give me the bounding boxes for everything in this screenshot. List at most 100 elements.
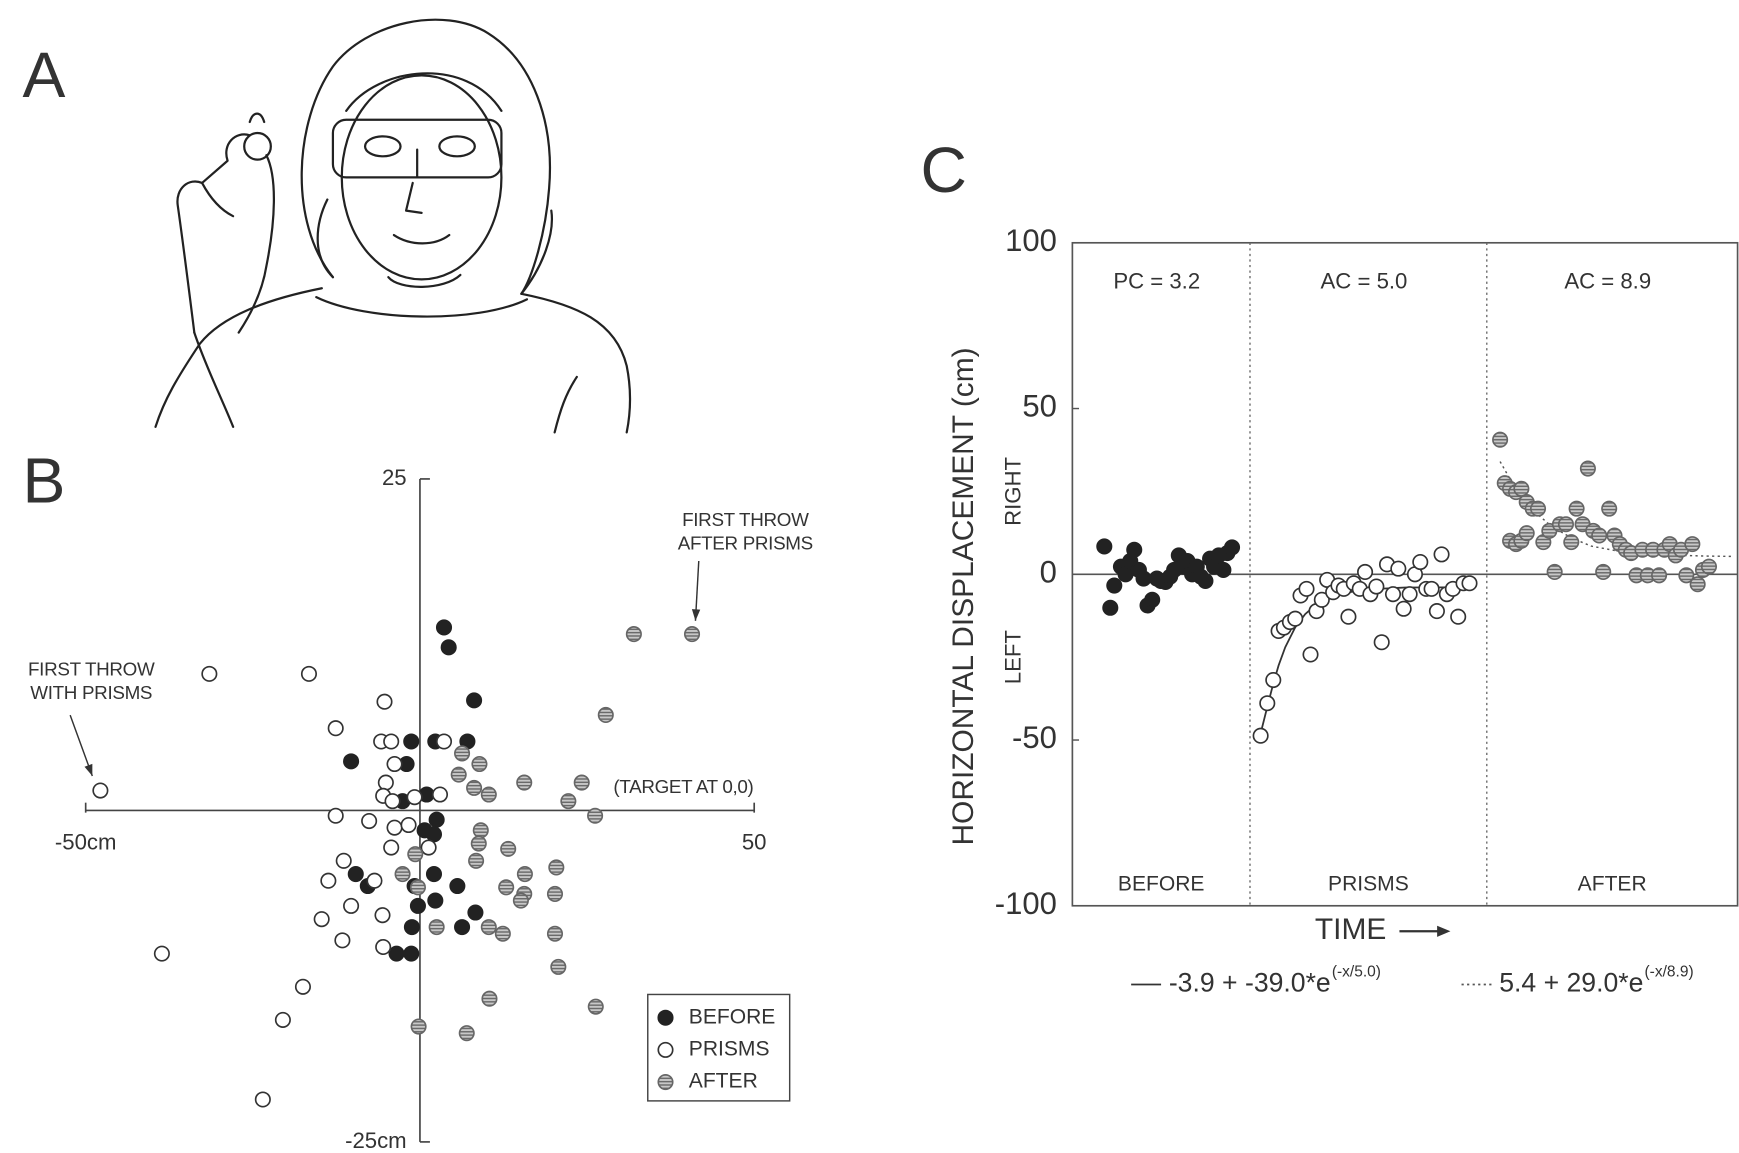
legend-label: -3.9 + -39.0*e bbox=[1169, 968, 1331, 998]
data-point bbox=[516, 774, 533, 791]
data-point bbox=[313, 911, 330, 928]
data-point bbox=[388, 945, 405, 962]
data-point bbox=[427, 892, 444, 909]
data-point bbox=[376, 693, 393, 710]
data-point bbox=[454, 745, 471, 762]
data-point bbox=[383, 733, 400, 750]
data-point bbox=[1428, 603, 1445, 620]
data-point bbox=[409, 879, 426, 896]
section-note: PC = 3.2 bbox=[1113, 269, 1200, 294]
data-point bbox=[1197, 572, 1214, 589]
section-note: AC = 5.0 bbox=[1321, 269, 1408, 294]
y-tick-label: 100 bbox=[1005, 223, 1057, 258]
data-point bbox=[347, 866, 364, 883]
annotation: WITH PRISMS bbox=[30, 682, 152, 703]
direction-label: RIGHT bbox=[1001, 456, 1026, 525]
data-point bbox=[449, 877, 466, 895]
data-point bbox=[597, 706, 614, 723]
data-point bbox=[1401, 586, 1418, 603]
x-axis-label: TIME bbox=[1315, 913, 1386, 946]
panel-label: B bbox=[22, 445, 65, 517]
data-point bbox=[512, 892, 529, 909]
legend-exponent: (-x/5.0) bbox=[1332, 963, 1381, 980]
data-point bbox=[274, 1011, 291, 1028]
data-point bbox=[386, 819, 403, 836]
data-point bbox=[384, 793, 401, 810]
data-point bbox=[500, 840, 517, 857]
data-point bbox=[403, 945, 420, 962]
data-point bbox=[425, 826, 443, 843]
section-label: PRISMS bbox=[1328, 872, 1409, 895]
data-point bbox=[374, 907, 391, 924]
direction-label: LEFT bbox=[1001, 630, 1026, 685]
data-point bbox=[481, 990, 498, 1007]
data-point bbox=[1529, 500, 1547, 517]
data-point bbox=[498, 879, 515, 896]
data-point bbox=[92, 782, 109, 799]
data-point bbox=[516, 866, 533, 883]
data-point bbox=[1678, 567, 1695, 584]
data-point bbox=[361, 812, 378, 830]
data-point bbox=[410, 1018, 427, 1035]
data-point bbox=[480, 919, 497, 936]
data-point bbox=[1373, 634, 1390, 651]
data-point bbox=[386, 755, 403, 773]
data-point bbox=[394, 866, 411, 883]
data-point bbox=[1390, 560, 1407, 577]
y-tick-label: -50 bbox=[1012, 720, 1057, 755]
data-point bbox=[1689, 576, 1706, 593]
data-point bbox=[468, 852, 485, 869]
data-point bbox=[1579, 460, 1596, 477]
data-point bbox=[435, 619, 453, 636]
data-point bbox=[1368, 578, 1385, 595]
data-point bbox=[1513, 480, 1530, 497]
data-point bbox=[406, 789, 423, 806]
data-point bbox=[403, 919, 420, 936]
data-point bbox=[1518, 525, 1535, 542]
data-point bbox=[440, 639, 457, 656]
data-point bbox=[1135, 570, 1152, 587]
data-point bbox=[471, 755, 488, 773]
data-point bbox=[1126, 541, 1143, 558]
y-tick-label: -100 bbox=[995, 886, 1057, 921]
data-point bbox=[480, 786, 497, 803]
data-point bbox=[153, 945, 170, 962]
data-point bbox=[431, 786, 449, 803]
data-point bbox=[560, 793, 577, 810]
data-point bbox=[1313, 591, 1330, 608]
data-point bbox=[467, 904, 484, 921]
data-point bbox=[403, 733, 420, 750]
data-point bbox=[1433, 546, 1450, 563]
y-tick-label: -25cm bbox=[345, 1128, 407, 1153]
data-point bbox=[1700, 558, 1718, 575]
data-point bbox=[458, 1025, 475, 1042]
data-point bbox=[466, 692, 483, 709]
annotation: AFTER PRISMS bbox=[678, 532, 813, 553]
data-point bbox=[494, 925, 511, 942]
data-point bbox=[1568, 500, 1585, 517]
data-point bbox=[435, 733, 453, 750]
data-point bbox=[1557, 516, 1574, 533]
data-point bbox=[327, 807, 344, 824]
data-point bbox=[1357, 563, 1374, 581]
data-point bbox=[407, 846, 424, 863]
panel-label: C bbox=[920, 134, 966, 206]
data-point bbox=[1102, 599, 1119, 616]
data-point bbox=[454, 919, 471, 936]
data-point bbox=[320, 872, 337, 889]
legend-marker bbox=[657, 1041, 674, 1058]
annotation: (TARGET AT 0,0) bbox=[613, 776, 753, 797]
data-point bbox=[1223, 539, 1241, 556]
y-axis-label: HORIZONTAL DISPLACEMENT (cm) bbox=[947, 347, 980, 845]
data-point bbox=[383, 839, 400, 856]
data-point bbox=[1384, 586, 1402, 603]
data-point bbox=[428, 811, 445, 828]
arrow-head bbox=[1437, 925, 1451, 937]
data-point bbox=[335, 852, 352, 869]
y-tick-label: 25 bbox=[382, 465, 407, 490]
illustration bbox=[154, 18, 632, 434]
section-label: AFTER bbox=[1578, 872, 1647, 895]
section-label: BEFORE bbox=[1118, 872, 1205, 895]
